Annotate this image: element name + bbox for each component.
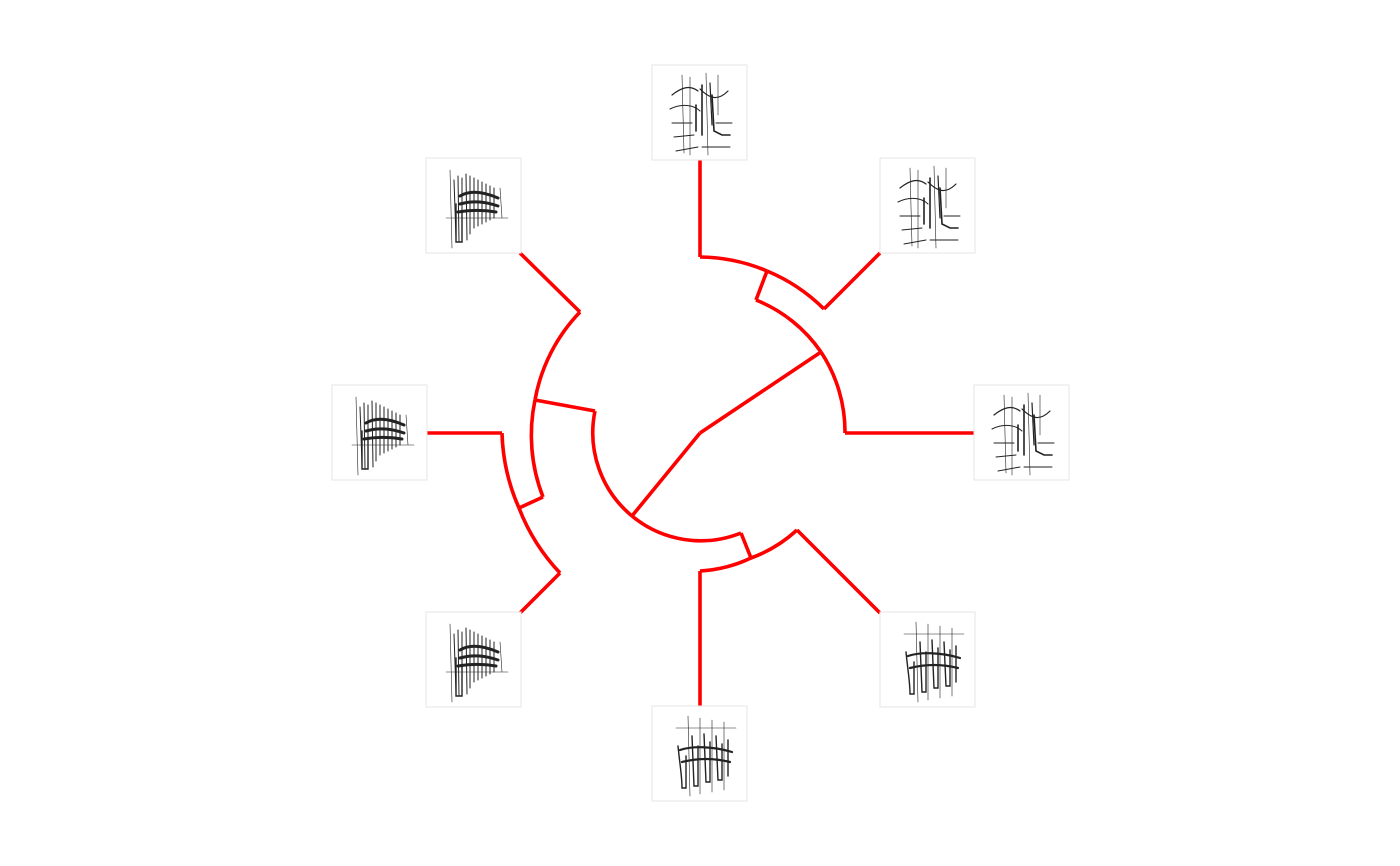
clade-left-arc-lower bbox=[529, 399, 545, 498]
clade-upper-right-arc bbox=[819, 351, 847, 434]
clade-far-left-arc-lower bbox=[517, 507, 562, 575]
clade-left-inner-link bbox=[518, 495, 544, 510]
branch-to-bottom-left-leaf bbox=[518, 571, 562, 615]
root-stem-lower bbox=[630, 431, 702, 518]
clade-top-arc bbox=[699, 255, 768, 273]
leaf-top bbox=[651, 64, 748, 161]
branch-to-bottom-right-leaf bbox=[795, 528, 882, 615]
clade-upper-right-arc-inner bbox=[755, 298, 823, 354]
branch-to-top-left-leaf bbox=[518, 251, 582, 314]
clade-lower-arc-a bbox=[591, 410, 634, 518]
root-stem-upper bbox=[698, 350, 823, 435]
leaf-bottom bbox=[651, 705, 748, 802]
branch-to-top-right-leaf bbox=[822, 251, 882, 311]
clade-top-right-arc bbox=[766, 269, 826, 311]
leaf-bottom-right bbox=[879, 611, 976, 708]
leaf-tiles bbox=[331, 64, 1070, 802]
leaf-left bbox=[331, 384, 428, 481]
clade-left-link bbox=[534, 398, 596, 413]
clade-upper-right-link bbox=[754, 270, 769, 301]
clade-bottom-arc-b bbox=[750, 528, 799, 560]
leaf-bottom-left bbox=[425, 611, 522, 708]
clade-bottom-link bbox=[739, 532, 753, 559]
leaf-top-right bbox=[879, 157, 976, 254]
leaf-top-left bbox=[425, 157, 522, 254]
clade-lower-arc-b bbox=[630, 514, 742, 543]
clade-far-left-arc-upper bbox=[500, 432, 521, 509]
leaf-right bbox=[973, 384, 1070, 481]
clade-bottom-arc-a bbox=[699, 556, 752, 573]
tree-branches bbox=[427, 160, 974, 707]
clade-left-arc-upper bbox=[533, 310, 582, 401]
